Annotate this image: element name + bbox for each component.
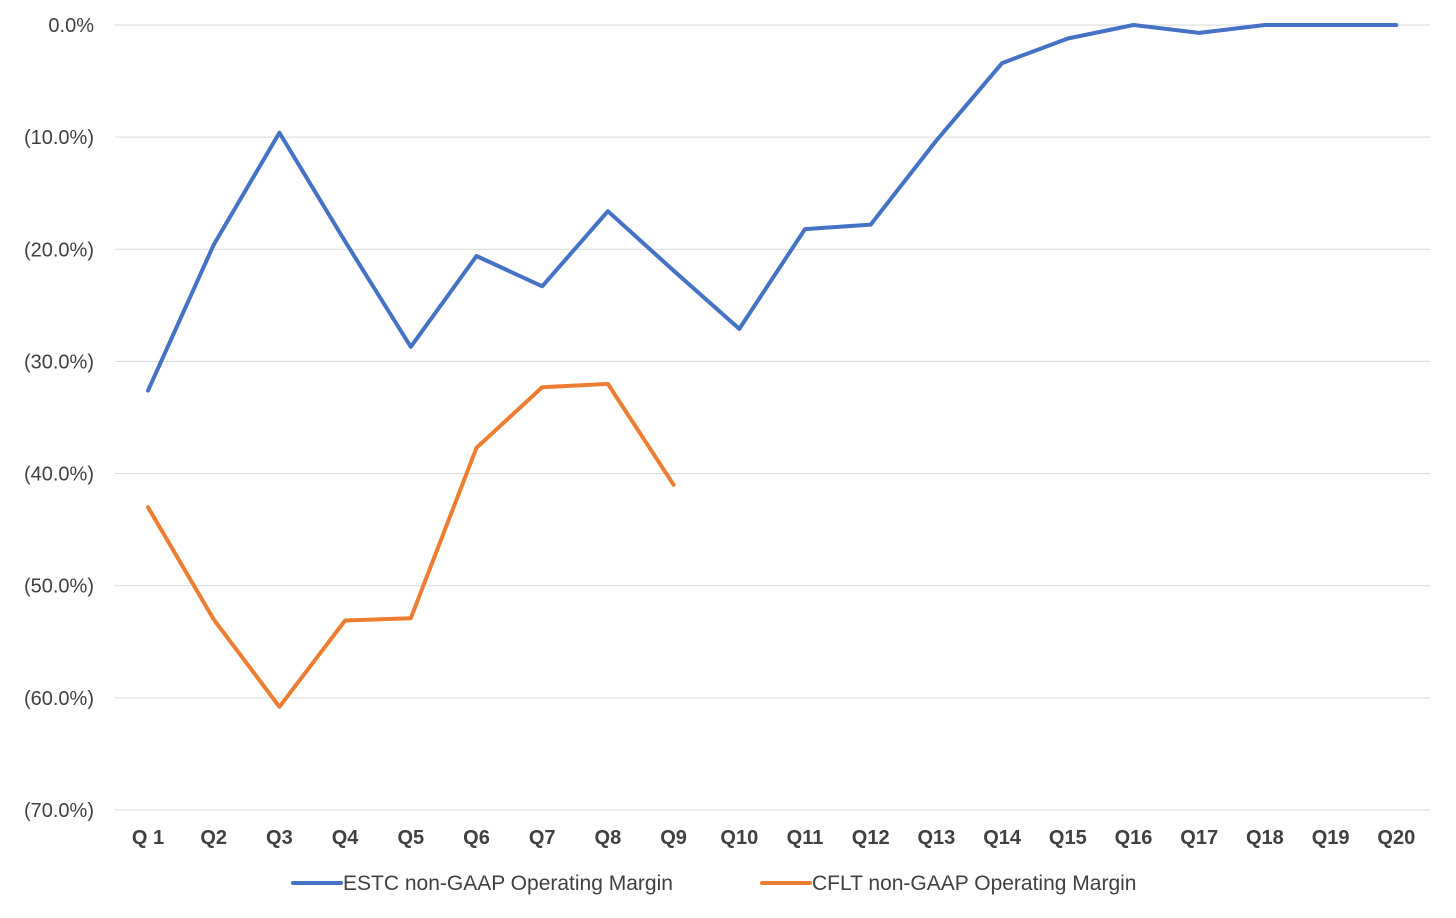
series-lines [146,23,1399,709]
x-tick-label: Q9 [660,827,687,849]
x-tick-label: Q18 [1246,827,1284,849]
y-tick-label: 0.0% [48,15,94,37]
x-tick-label: Q14 [983,827,1022,849]
x-tick-label: Q6 [463,827,490,849]
x-tick-label: Q8 [595,827,622,849]
y-tick-label: (40.0%) [24,464,94,486]
x-tick-label: Q20 [1377,827,1415,849]
y-tick-label: (20.0%) [24,239,94,261]
x-axis-ticks: Q 1 Q2 Q3 Q4 Q5 Q6 Q7 Q8 Q9 Q10 Q11 Q12 Q13 Q14 Q15 Q16… [132,827,1415,849]
x-tick-label: Q10 [720,827,758,849]
series-line-estc [146,23,1399,393]
legend: ESTC non-GAAP Operating Margin CFLT non-G… [291,872,1137,895]
y-tick-label: (30.0%) [24,351,94,373]
x-tick-label: Q17 [1180,827,1218,849]
y-axis-ticks: 0.0% (10.0%) (20.0%) (30.0%) (40.0%) (50.0%) (… [24,15,94,822]
x-tick-label: Q15 [1049,827,1087,849]
legend-label: CFLT non-GAAP Operating Margin [812,872,1137,895]
y-tick-label: (60.0%) [24,688,94,710]
x-tick-label: Q4 [332,827,360,849]
x-tick-label: Q2 [200,827,227,849]
x-tick-label: Q 1 [132,827,164,849]
x-tick-label: Q16 [1115,827,1153,849]
x-tick-label: Q11 [787,827,824,849]
x-tick-label: Q19 [1312,827,1350,849]
x-tick-label: Q7 [529,827,556,849]
legend-label: ESTC non-GAAP Operating Margin [343,872,673,895]
y-tick-label: (70.0%) [24,800,94,822]
series-line-cflt [146,381,676,709]
y-tick-label: (10.0%) [24,127,94,149]
x-tick-label: Q3 [266,827,293,849]
x-tick-label: Q5 [397,827,424,849]
x-tick-label: Q12 [852,827,890,849]
gridlines [115,24,1430,811]
y-tick-label: (50.0%) [24,576,94,598]
x-tick-label: Q13 [917,827,955,849]
